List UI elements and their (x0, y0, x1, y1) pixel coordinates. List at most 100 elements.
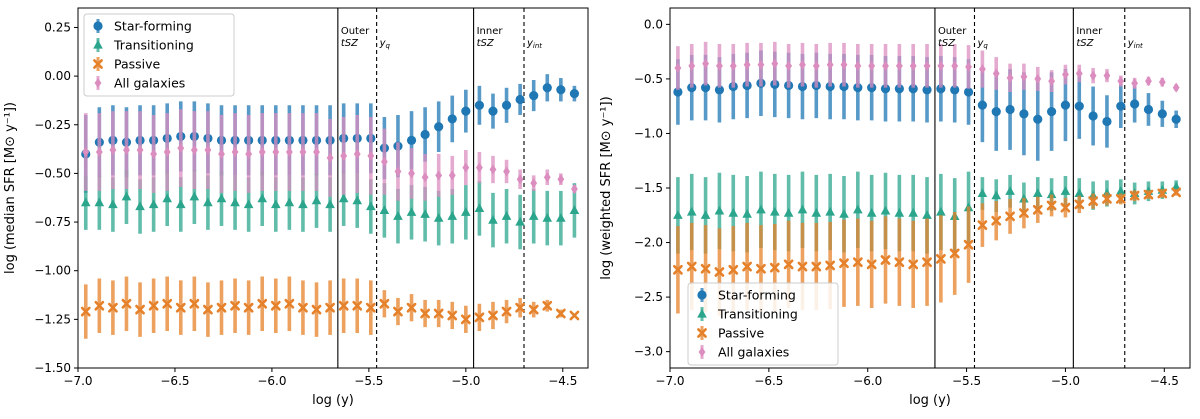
data-point (1074, 188, 1085, 198)
data-point (338, 300, 349, 311)
data-point (569, 89, 580, 99)
data-point (1062, 69, 1069, 80)
data-point (326, 152, 334, 163)
reference-line-label: yint (1127, 38, 1143, 50)
data-point (1143, 104, 1154, 115)
data-point (977, 220, 988, 230)
data-point (783, 259, 794, 270)
data-point (1088, 111, 1098, 121)
data-point (1046, 200, 1057, 211)
data-point (94, 300, 105, 311)
plot-area (673, 8, 1182, 368)
data-point (909, 60, 917, 71)
data-point (135, 201, 145, 211)
legend-marker (697, 308, 707, 318)
data-point (756, 204, 766, 214)
reference-line-label: tSZ (477, 38, 495, 49)
data-point (516, 174, 524, 185)
data-point (716, 60, 723, 71)
data-point (216, 302, 227, 313)
data-point (742, 208, 752, 218)
data-point (108, 199, 118, 209)
y-tick-label: 0.00 (44, 69, 71, 83)
data-point (94, 197, 105, 207)
data-point (1103, 70, 1111, 81)
data-point (1171, 187, 1182, 198)
y-tick-label: −3.0 (634, 345, 663, 359)
data-point (1005, 186, 1015, 195)
reference-line-label: Inner (477, 26, 504, 37)
data-point (965, 61, 972, 72)
legend-label: Transitioning (113, 38, 194, 53)
reference-line-label: yint (526, 38, 542, 50)
y-tick-label: −0.75 (34, 215, 71, 229)
data-point (757, 59, 765, 70)
legend-item-passive: Passive (93, 57, 161, 72)
data-point (189, 191, 200, 201)
data-point (949, 248, 960, 259)
data-point (231, 147, 239, 157)
data-point (854, 60, 862, 71)
data-point (1157, 188, 1168, 199)
legend-label: Star-forming (718, 288, 796, 303)
data-point (109, 145, 117, 156)
data-point (866, 207, 877, 217)
data-point (951, 60, 959, 71)
data-point (338, 193, 349, 203)
data-point (700, 83, 711, 93)
data-point (257, 298, 268, 309)
data-point (243, 199, 254, 209)
data-point (1172, 82, 1180, 93)
data-point (365, 302, 376, 313)
legend-marker (698, 347, 706, 357)
legend-item-all-galaxies: All galaxies (698, 345, 789, 360)
data-point (880, 84, 891, 94)
data-point (673, 210, 683, 219)
data-point (569, 310, 580, 321)
data-point (686, 261, 697, 272)
data-point (922, 257, 932, 268)
data-point (1074, 101, 1084, 111)
data-point (908, 207, 918, 217)
data-point (785, 60, 793, 71)
data-point (203, 197, 213, 207)
data-point (557, 174, 565, 185)
data-point (474, 100, 485, 110)
data-point (542, 83, 552, 93)
x-tick-label: −5.0 (451, 374, 480, 388)
data-point (150, 148, 158, 159)
data-point (555, 308, 566, 319)
data-point (825, 260, 836, 271)
data-point (991, 215, 1002, 226)
data-point (1117, 76, 1125, 87)
data-point (434, 122, 444, 132)
data-point (977, 100, 987, 110)
data-point (977, 188, 988, 198)
data-point (894, 207, 905, 217)
y-axis-label: log (weighted SFR [M⊙ y⁻¹]) (599, 96, 614, 279)
data-point (433, 212, 444, 222)
series-passive (80, 276, 580, 339)
data-point (991, 107, 1001, 117)
x-tick-label: −6.0 (257, 374, 286, 388)
data-point (825, 206, 835, 216)
data-point (1089, 70, 1097, 81)
data-point (325, 199, 335, 209)
data-point (937, 60, 945, 71)
data-point (80, 197, 91, 207)
data-point (299, 147, 307, 157)
data-point (1129, 190, 1140, 201)
y-tick-label: −1.50 (34, 361, 71, 375)
data-point (406, 135, 417, 145)
data-point (936, 206, 946, 216)
data-point (880, 255, 891, 265)
data-point (868, 60, 876, 71)
data-point (488, 310, 498, 321)
data-point (1145, 76, 1152, 87)
legend-label: Star-forming (114, 19, 192, 34)
data-point (963, 87, 974, 97)
legend-label: Passive (718, 326, 765, 341)
data-point (769, 206, 780, 216)
data-point (379, 298, 390, 309)
data-point (515, 302, 526, 313)
